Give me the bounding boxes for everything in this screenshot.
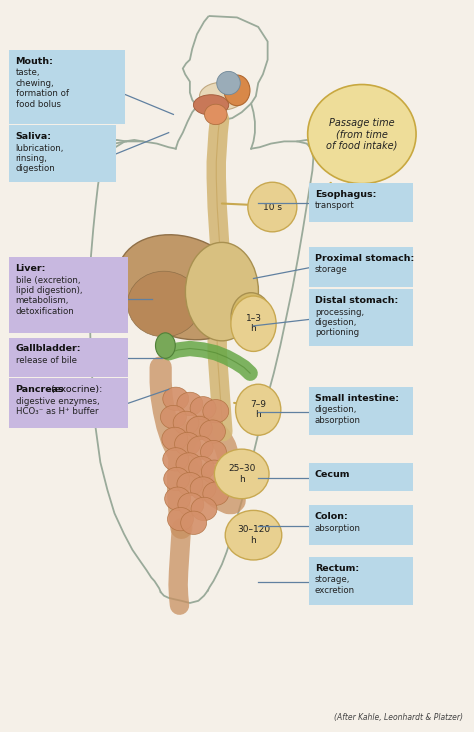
FancyBboxPatch shape bbox=[309, 247, 413, 286]
Ellipse shape bbox=[186, 417, 212, 440]
Ellipse shape bbox=[193, 94, 229, 115]
Text: Liver:: Liver: bbox=[16, 264, 46, 273]
Ellipse shape bbox=[201, 460, 228, 483]
Ellipse shape bbox=[167, 507, 193, 531]
FancyBboxPatch shape bbox=[9, 125, 116, 182]
Text: 7–9
h: 7–9 h bbox=[250, 400, 266, 419]
Ellipse shape bbox=[164, 487, 191, 510]
Ellipse shape bbox=[248, 182, 297, 232]
Ellipse shape bbox=[177, 472, 203, 496]
Ellipse shape bbox=[190, 477, 216, 500]
Text: 25–30
h: 25–30 h bbox=[228, 464, 255, 484]
Text: Small intestine:: Small intestine: bbox=[315, 394, 399, 403]
Ellipse shape bbox=[173, 411, 199, 435]
Ellipse shape bbox=[225, 510, 282, 560]
Ellipse shape bbox=[128, 271, 201, 337]
Ellipse shape bbox=[189, 457, 215, 479]
Ellipse shape bbox=[174, 433, 201, 456]
Text: Saliva:: Saliva: bbox=[16, 132, 52, 141]
Text: Distal stomach:: Distal stomach: bbox=[315, 296, 398, 305]
Text: lubrication,
rinsing,
digestion: lubrication, rinsing, digestion bbox=[16, 143, 64, 173]
Ellipse shape bbox=[190, 397, 216, 420]
Text: taste,
chewing,
formation of
food bolus: taste, chewing, formation of food bolus bbox=[16, 69, 69, 108]
Ellipse shape bbox=[191, 497, 217, 520]
Text: release of bile: release of bile bbox=[16, 356, 76, 365]
FancyBboxPatch shape bbox=[309, 557, 413, 605]
Ellipse shape bbox=[200, 420, 226, 444]
Text: 1–3
h: 1–3 h bbox=[246, 314, 262, 333]
Text: Pancreas: Pancreas bbox=[16, 385, 64, 394]
Ellipse shape bbox=[181, 511, 207, 534]
Text: Gallbladder:: Gallbladder: bbox=[16, 344, 81, 353]
Text: bile (excretion,
lipid digestion),
metabolism,
detoxification: bile (excretion, lipid digestion), metab… bbox=[16, 275, 82, 315]
Text: Esophagus:: Esophagus: bbox=[315, 190, 376, 198]
Text: (exocrine):: (exocrine): bbox=[47, 385, 102, 394]
Text: Rectum:: Rectum: bbox=[315, 564, 359, 572]
Text: storage,
excretion: storage, excretion bbox=[315, 575, 355, 594]
Ellipse shape bbox=[201, 441, 227, 463]
Ellipse shape bbox=[203, 482, 229, 505]
Ellipse shape bbox=[163, 387, 189, 411]
Text: absorption: absorption bbox=[315, 523, 361, 532]
Ellipse shape bbox=[177, 392, 203, 416]
Ellipse shape bbox=[164, 467, 190, 490]
FancyBboxPatch shape bbox=[309, 463, 413, 490]
Text: Mouth:: Mouth: bbox=[16, 57, 54, 66]
Text: digestive enzymes,
HCO₃⁻ as H⁺ buffer: digestive enzymes, HCO₃⁻ as H⁺ buffer bbox=[16, 397, 99, 416]
Ellipse shape bbox=[203, 400, 229, 423]
FancyBboxPatch shape bbox=[309, 183, 413, 223]
FancyBboxPatch shape bbox=[9, 378, 128, 428]
Text: digestion,
absorption: digestion, absorption bbox=[315, 406, 361, 425]
Ellipse shape bbox=[163, 448, 189, 471]
Text: (After Kahle, Leonhardt & Platzer): (After Kahle, Leonhardt & Platzer) bbox=[334, 713, 463, 722]
Text: Cecum: Cecum bbox=[315, 469, 350, 479]
Text: storage: storage bbox=[315, 266, 347, 274]
Ellipse shape bbox=[187, 436, 213, 460]
Ellipse shape bbox=[214, 449, 269, 498]
Text: Proximal stomach:: Proximal stomach: bbox=[315, 254, 414, 263]
Ellipse shape bbox=[308, 84, 416, 184]
FancyBboxPatch shape bbox=[309, 289, 413, 346]
Ellipse shape bbox=[118, 235, 248, 340]
Text: Passage time
(from time
of food intake): Passage time (from time of food intake) bbox=[326, 118, 398, 151]
Ellipse shape bbox=[155, 333, 175, 359]
Ellipse shape bbox=[162, 427, 188, 451]
Ellipse shape bbox=[185, 242, 258, 341]
Ellipse shape bbox=[236, 384, 281, 436]
Text: transport: transport bbox=[315, 201, 355, 210]
FancyBboxPatch shape bbox=[309, 505, 413, 545]
FancyBboxPatch shape bbox=[309, 387, 413, 436]
Ellipse shape bbox=[224, 75, 250, 105]
Ellipse shape bbox=[231, 293, 271, 340]
Text: 10 s: 10 s bbox=[263, 203, 282, 212]
FancyBboxPatch shape bbox=[9, 51, 125, 124]
Text: processing,
digestion,
portioning: processing, digestion, portioning bbox=[315, 307, 364, 337]
Ellipse shape bbox=[178, 493, 204, 516]
Ellipse shape bbox=[204, 104, 227, 124]
FancyBboxPatch shape bbox=[9, 258, 128, 333]
Ellipse shape bbox=[217, 72, 240, 94]
Text: Colon:: Colon: bbox=[315, 512, 348, 521]
Ellipse shape bbox=[200, 82, 244, 110]
Ellipse shape bbox=[176, 453, 202, 476]
Ellipse shape bbox=[160, 406, 186, 429]
Ellipse shape bbox=[231, 296, 276, 351]
Polygon shape bbox=[324, 182, 331, 187]
FancyBboxPatch shape bbox=[9, 337, 128, 377]
Text: 30–120
h: 30–120 h bbox=[237, 526, 270, 545]
